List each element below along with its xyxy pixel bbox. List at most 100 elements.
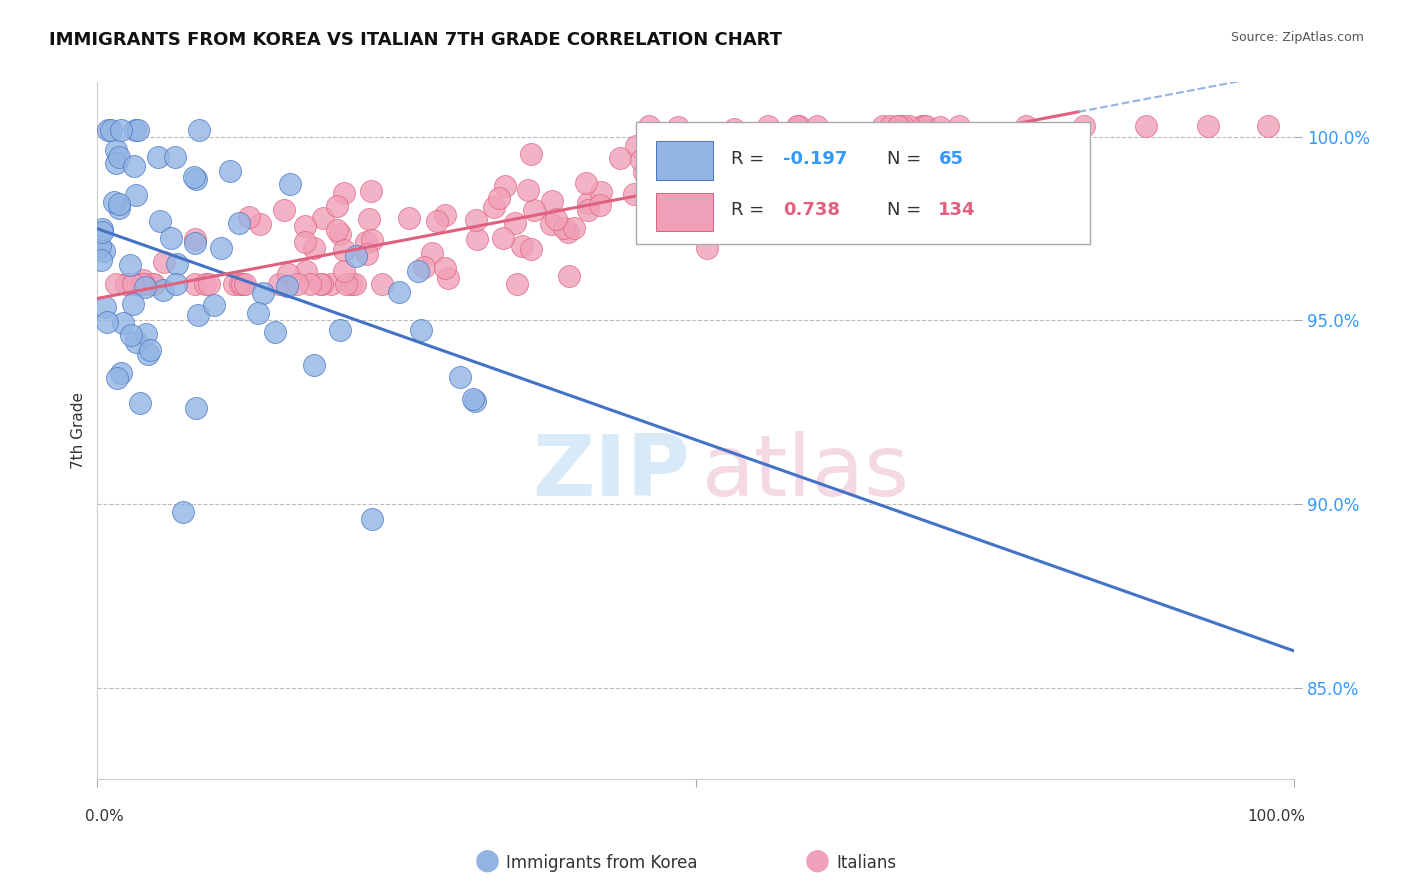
FancyBboxPatch shape: [657, 141, 713, 179]
Point: [127, 122, 149, 136]
Point: [388, 285, 411, 299]
Point: [1257, 119, 1279, 133]
Point: [294, 235, 316, 249]
Point: [183, 169, 205, 184]
Point: [149, 213, 172, 227]
Point: [202, 298, 225, 312]
Point: [135, 326, 157, 341]
Point: [139, 343, 162, 357]
Point: [247, 306, 270, 320]
Point: [312, 211, 335, 225]
Point: [576, 195, 599, 210]
Point: [523, 202, 546, 217]
Point: [703, 146, 725, 161]
Point: [648, 167, 671, 181]
Point: [194, 277, 217, 291]
Point: [910, 119, 932, 133]
Point: [558, 269, 581, 284]
Point: [339, 277, 361, 291]
Point: [131, 273, 153, 287]
Point: [786, 119, 808, 133]
Point: [371, 277, 394, 291]
Text: Source: ZipAtlas.com: Source: ZipAtlas.com: [1230, 31, 1364, 45]
Point: [211, 241, 233, 255]
Point: [723, 122, 745, 136]
Point: [741, 210, 763, 224]
Point: [897, 119, 920, 133]
Point: [134, 279, 156, 293]
Point: [184, 231, 207, 245]
Point: [89, 239, 111, 253]
Point: [666, 191, 689, 205]
Point: [229, 277, 252, 291]
Point: [93, 300, 115, 314]
Point: [311, 277, 333, 291]
Point: [763, 152, 786, 166]
Point: [1015, 119, 1038, 133]
Point: [494, 179, 516, 194]
Text: -0.197: -0.197: [783, 150, 848, 168]
Point: [879, 187, 901, 202]
Point: [110, 366, 132, 380]
Point: [436, 271, 458, 285]
Point: [872, 119, 894, 133]
Point: [360, 184, 382, 198]
Point: [411, 323, 433, 337]
Point: [398, 211, 420, 225]
Point: [464, 394, 486, 409]
Point: [630, 153, 652, 167]
Point: [326, 223, 349, 237]
Point: [107, 371, 129, 385]
Point: [252, 285, 274, 300]
Point: [738, 186, 761, 200]
Point: [575, 176, 598, 190]
Point: [129, 277, 152, 291]
Point: [696, 241, 718, 255]
Point: [520, 242, 543, 256]
Point: [91, 225, 114, 239]
FancyBboxPatch shape: [657, 193, 713, 231]
Point: [165, 277, 187, 292]
Point: [124, 122, 146, 136]
Point: [108, 150, 131, 164]
Point: [188, 122, 211, 136]
Point: [879, 119, 901, 133]
Point: [463, 392, 485, 406]
Point: [276, 279, 298, 293]
Point: [886, 193, 908, 207]
Point: [426, 214, 449, 228]
Point: [557, 225, 579, 239]
Text: ZIP: ZIP: [531, 431, 689, 514]
Point: [354, 235, 377, 249]
Point: [228, 216, 250, 230]
Point: [273, 202, 295, 217]
Point: [108, 196, 131, 211]
Point: [887, 119, 910, 133]
Point: [172, 505, 194, 519]
Point: [357, 211, 380, 226]
Point: [249, 218, 271, 232]
Point: [187, 308, 209, 322]
Point: [420, 245, 443, 260]
Point: [576, 202, 599, 217]
Point: [90, 252, 112, 267]
Point: [222, 277, 245, 291]
Point: [115, 277, 138, 291]
Point: [589, 198, 612, 212]
Text: Italians: Italians: [837, 855, 897, 872]
Point: [676, 185, 699, 199]
Text: R =: R =: [731, 202, 770, 219]
Text: N =: N =: [887, 202, 927, 219]
Point: [128, 396, 150, 410]
Point: [1135, 119, 1157, 133]
Point: [104, 156, 127, 170]
Point: [1073, 119, 1095, 133]
Point: [103, 195, 125, 210]
Point: [792, 135, 814, 149]
Point: [988, 157, 1011, 171]
Point: [510, 239, 533, 253]
Point: [132, 277, 155, 291]
Point: [329, 227, 352, 241]
Point: [302, 241, 325, 255]
Point: [609, 151, 631, 165]
